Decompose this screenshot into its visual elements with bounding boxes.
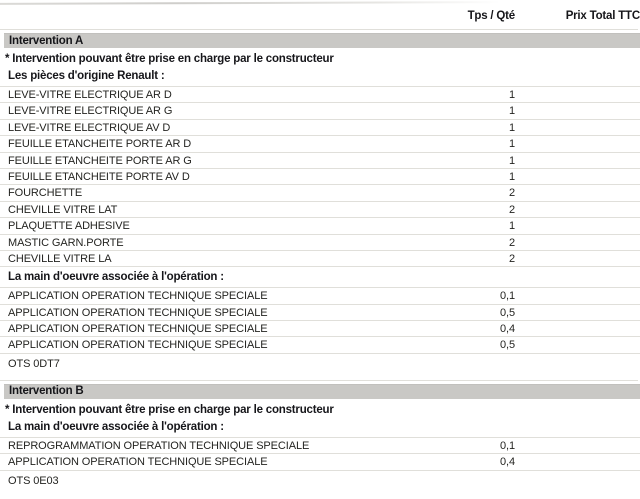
table-row: APPLICATION OPERATION TECHNIQUE SPECIALE…	[0, 287, 640, 303]
row-qty-value: 1	[508, 220, 515, 233]
row-qty-value: 2	[508, 187, 515, 200]
constructor-coverage-note: * Intervention pouvant être prise en cha…	[5, 403, 334, 416]
section-divider-line	[0, 379, 638, 381]
row-price-cell	[515, 440, 640, 453]
group-label: Les pièces d'origine Renault :	[8, 70, 165, 82]
table-row: LEVE-VITRE ELECTRIQUE AR D 1	[0, 86, 640, 102]
row-qty-value: 2	[508, 252, 515, 265]
row-price-cell	[515, 253, 640, 266]
row-label: CHEVILLE VITRE LA	[8, 252, 112, 265]
row-price-cell	[515, 237, 640, 250]
row-label: FEUILLE ETANCHEITE PORTE AV D	[8, 170, 190, 183]
section-title-bar: Intervention B	[4, 383, 640, 399]
row-price-cell	[515, 204, 640, 217]
sections: Intervention A * Intervention pouvant êtr…	[0, 29, 640, 489]
row-label: FOURCHETTE	[8, 187, 83, 200]
row-price-cell	[515, 155, 640, 168]
table-row: CHEVILLE VITRE LAT 2	[0, 200, 640, 217]
row-label: PLAQUETTE ADHESIVE	[8, 220, 130, 233]
table-row: FEUILLE ETANCHEITE PORTE AV D 1	[0, 167, 640, 184]
row-price-cell	[515, 171, 640, 184]
row-label: MASTIC GARN.PORTE	[8, 236, 124, 249]
row-price-cell	[515, 220, 640, 233]
table-row: PLAQUETTE ADHESIVE 1	[0, 217, 640, 233]
row-qty-value: 0,5	[500, 339, 515, 352]
section-title: Intervention A	[9, 34, 84, 47]
row-qty-value: 0,5	[500, 306, 515, 319]
rows-list: REPROGRAMMATION OPERATION TECHNIQUE SPEC…	[0, 436, 640, 471]
header-qty-column: Tps / Qté	[467, 10, 516, 22]
group-label: La main d'oeuvre associée à l'opération …	[8, 271, 224, 284]
row-label: LEVE-VITRE ELECTRIQUE AR D	[8, 89, 172, 101]
ots-code: OTS 0DT7	[8, 357, 60, 370]
row-qty-value: 2	[508, 236, 515, 249]
row-qty-value: 1	[508, 154, 515, 167]
row-label: APPLICATION OPERATION TECHNIQUE SPECIALE	[8, 290, 268, 303]
table-row: CHEVILLE VITRE LA 2	[0, 249, 640, 266]
row-label: LEVE-VITRE ELECTRIQUE AV D	[8, 121, 171, 134]
header-price-column: Prix Total TTC	[565, 10, 640, 22]
row-price-cell	[515, 122, 640, 135]
row-qty-value: 1	[508, 89, 515, 101]
row-label: APPLICATION OPERATION TECHNIQUE SPECIALE	[8, 323, 268, 336]
row-qty-value: 0,1	[500, 439, 515, 452]
row-label: APPLICATION OPERATION TECHNIQUE SPECIALE	[8, 339, 268, 352]
row-price-cell	[515, 456, 640, 469]
row-label: REPROGRAMMATION OPERATION TECHNIQUE SPEC…	[8, 439, 310, 452]
row-qty-value: 1	[508, 170, 515, 183]
row-price-cell	[515, 89, 640, 102]
constructor-coverage-note: * Intervention pouvant être prise en cha…	[5, 53, 334, 65]
table-row: LEVE-VITRE ELECTRIQUE AV D 1	[0, 118, 640, 135]
row-qty-value: 2	[508, 203, 515, 216]
intervention-section-a: Intervention A * Intervention pouvant êtr…	[0, 29, 640, 372]
row-price-cell	[515, 105, 640, 118]
table-row: APPLICATION OPERATION TECHNIQUE SPECIALE…	[0, 453, 640, 469]
row-qty-value: 1	[508, 138, 515, 151]
header-spacer	[0, 9, 455, 23]
row-price-cell	[515, 138, 640, 151]
group-label: La main d'oeuvre associée à l'opération …	[8, 420, 224, 433]
row-qty-value: 1	[508, 105, 515, 118]
table-row: REPROGRAMMATION OPERATION TECHNIQUE SPEC…	[0, 436, 640, 453]
table-row: APPLICATION OPERATION TECHNIQUE SPECIALE…	[0, 320, 640, 336]
row-price-cell	[515, 307, 640, 320]
section-title-bar: Intervention A	[4, 33, 640, 48]
table-row: FOURCHETTE 2	[0, 184, 640, 200]
table-row: FEUILLE ETANCHEITE PORTE AR G 1	[0, 151, 640, 168]
row-label: APPLICATION OPERATION TECHNIQUE SPECIALE	[8, 306, 268, 319]
ots-code: OTS 0E03	[8, 474, 59, 487]
row-label: FEUILLE ETANCHEITE PORTE AR D	[8, 138, 192, 151]
section-title: Intervention B	[9, 385, 84, 398]
intervention-section-b: Intervention B * Intervention pouvant êtr…	[0, 379, 640, 489]
table-header-row: Tps / Qté Prix Total TTC	[0, 0, 640, 23]
rows-list: APPLICATION OPERATION TECHNIQUE SPECIALE…	[0, 287, 640, 354]
row-label: CHEVILLE VITRE LAT	[8, 203, 118, 216]
table-row: MASTIC GARN.PORTE 2	[0, 233, 640, 250]
table-row: APPLICATION OPERATION TECHNIQUE SPECIALE…	[0, 336, 640, 352]
row-qty-value: 0,1	[500, 290, 515, 303]
row-qty-value: 0,4	[500, 323, 515, 336]
row-qty-value: 0,4	[500, 456, 515, 469]
section-divider-line	[0, 29, 638, 30]
rows-list: LEVE-VITRE ELECTRIQUE AR D 1 LEVE-VITRE EL…	[0, 86, 640, 268]
row-label: APPLICATION OPERATION TECHNIQUE SPECIALE	[8, 456, 268, 469]
row-label: FEUILLE ETANCHEITE PORTE AR G	[8, 154, 192, 167]
row-price-cell	[515, 323, 640, 336]
table-row: FEUILLE ETANCHEITE PORTE AR D 1	[0, 135, 640, 151]
row-price-cell	[515, 339, 640, 352]
row-qty-value: 1	[508, 121, 515, 134]
row-label: LEVE-VITRE ELECTRIQUE AR G	[8, 105, 173, 118]
row-price-cell	[515, 290, 640, 303]
table-row: LEVE-VITRE ELECTRIQUE AR G 1	[0, 102, 640, 118]
row-price-cell	[515, 187, 640, 200]
table-row: APPLICATION OPERATION TECHNIQUE SPECIALE…	[0, 303, 640, 320]
